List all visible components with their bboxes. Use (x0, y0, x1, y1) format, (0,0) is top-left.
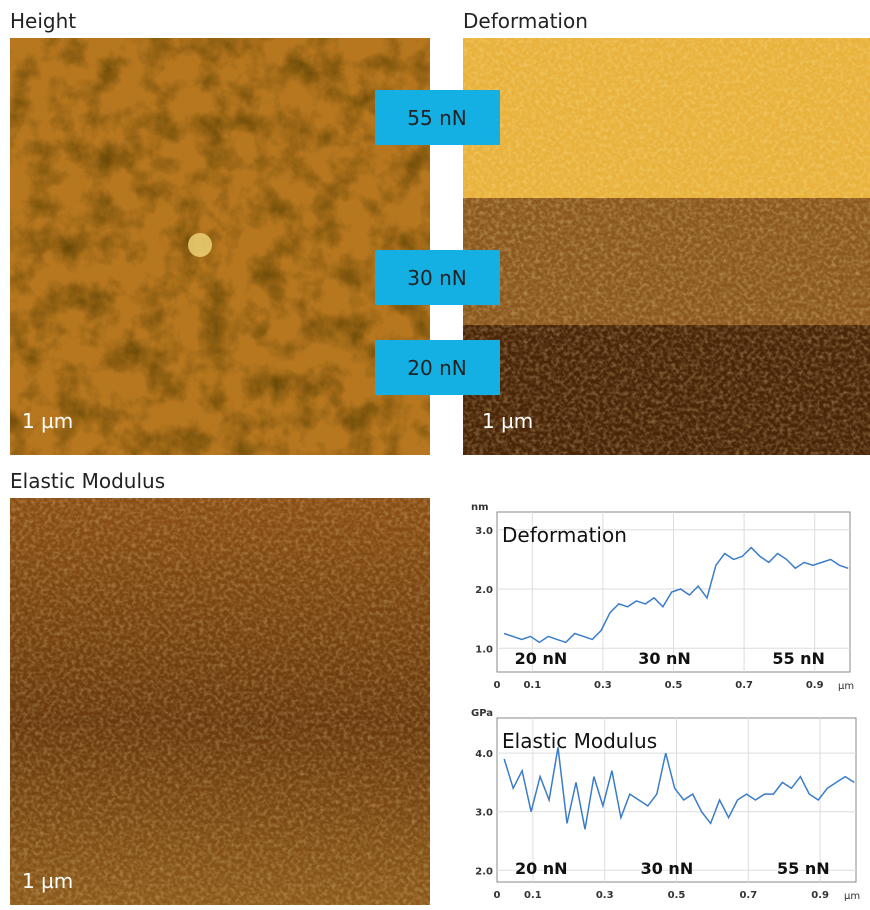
y-tick-label: 1.0 (475, 644, 493, 655)
page: Height Deformation Elastic Modulus 1 µm … (0, 0, 870, 910)
modulus-image (10, 498, 430, 905)
figure: Height Deformation Elastic Modulus 1 µm … (0, 0, 870, 910)
force-label: 55 nN (407, 106, 466, 130)
panel-title: Deformation (463, 9, 588, 33)
panel-title: Height (10, 9, 76, 33)
scale-bar-label: 1 µm (22, 869, 73, 893)
x-tick-label: 0.1 (524, 890, 542, 901)
x-tick-label: 0.3 (594, 680, 612, 691)
y-tick-label: 2.0 (475, 866, 493, 877)
x-tick-label: 0.5 (665, 680, 683, 691)
y-tick-label: 3.0 (475, 808, 493, 819)
x-tick-label: 0.5 (668, 890, 686, 901)
annotation: 30 nN (638, 649, 691, 668)
y-unit: GPa (471, 708, 493, 719)
x-unit: µm (844, 891, 860, 902)
x-tick-label: 0.9 (811, 890, 829, 901)
y-tick-label: 2.0 (475, 585, 493, 596)
annotation: 20 nN (515, 859, 568, 878)
annotation: 55 nN (777, 859, 830, 878)
x-tick-label: 0 (494, 890, 501, 901)
annotation: 30 nN (641, 859, 694, 878)
height-image (10, 38, 430, 455)
panel-title: Elastic Modulus (10, 469, 165, 493)
x-tick-label: 0 (494, 680, 501, 691)
x-tick-label: 0.7 (739, 890, 757, 901)
force-label: 30 nN (407, 266, 466, 290)
force-label: 20 nN (407, 356, 466, 380)
x-tick-label: 0.7 (735, 680, 753, 691)
y-tick-label: 4.0 (475, 749, 493, 760)
y-unit: nm (471, 502, 489, 513)
y-tick-label: 3.0 (475, 526, 493, 537)
deformation-image (463, 38, 870, 455)
chart-title: Elastic Modulus (502, 729, 657, 753)
x-tick-label: 0.3 (596, 890, 614, 901)
x-tick-label: 0.1 (523, 680, 541, 691)
chart-title: Deformation (502, 523, 627, 547)
x-tick-label: 0.9 (806, 680, 824, 691)
scale-bar-label: 1 µm (482, 409, 533, 433)
annotation: 55 nN (772, 649, 825, 668)
scale-bar-label: 1 µm (22, 409, 73, 433)
annotation: 20 nN (515, 649, 568, 668)
x-unit: µm (838, 681, 854, 692)
